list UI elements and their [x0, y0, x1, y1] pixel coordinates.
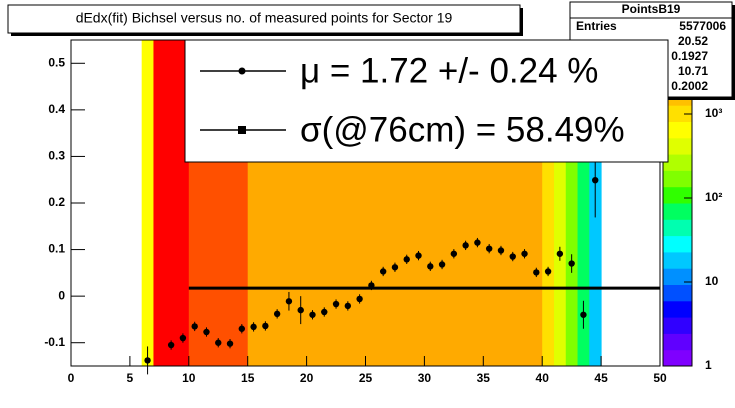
data-point [580, 311, 587, 318]
data-point [226, 340, 234, 347]
y-tick-label: 0.4 [48, 102, 65, 116]
data-point [368, 282, 375, 289]
data-point [544, 268, 552, 275]
legend: μ = 1.72 +/- 0.24 % σ(@76cm) = 58.49% [200, 51, 625, 149]
legend-label: σ(@76cm) = 58.49% [300, 110, 625, 149]
z-tick-label: 10 [705, 274, 719, 288]
data-point [191, 323, 198, 330]
heatmap-cell [153, 40, 166, 366]
data-point [556, 250, 564, 257]
data-point [474, 239, 481, 246]
data-point [415, 252, 422, 259]
x-tick-label: 10 [182, 371, 196, 385]
data-point [438, 261, 446, 268]
colorbar-cell [663, 154, 692, 171]
x-tick-label: 50 [653, 371, 667, 385]
data-point [356, 295, 363, 303]
data-point [273, 310, 281, 318]
data-point [215, 339, 222, 346]
data-point [497, 247, 505, 254]
data-point [533, 269, 540, 276]
colorbar-cell [663, 268, 692, 285]
colorbar-cell [663, 186, 692, 204]
colorbar-cell [663, 349, 692, 367]
colorbar-cell [663, 137, 692, 155]
x-tick-label: 40 [536, 371, 550, 385]
legend-box [184, 39, 669, 163]
data-point [485, 245, 493, 252]
chart-title: dEdx(fit) Bichsel versus no. of measured… [76, 10, 453, 26]
x-tick-label: 45 [594, 371, 608, 385]
colorbar-cell [663, 317, 692, 334]
colorbar-cell [663, 333, 692, 351]
y-tick-label: 0.3 [48, 149, 65, 163]
data-point [462, 242, 469, 249]
colorbar-cell [663, 121, 692, 139]
data-point [238, 325, 246, 332]
legend-marker [238, 67, 246, 75]
stats-value: 20.52 [678, 34, 708, 48]
stats-value: 0.2002 [671, 79, 708, 93]
heatmap-cell [165, 40, 178, 366]
data-point [450, 250, 458, 257]
x-tick-label: 35 [477, 371, 491, 385]
colorbar-cell [663, 300, 692, 318]
stats-title: PointsB19 [622, 2, 681, 16]
y-tick-label: 0.5 [48, 55, 65, 69]
legend-label: μ = 1.72 +/- 0.24 % [300, 51, 598, 90]
legend-marker [238, 126, 246, 134]
data-point [250, 323, 257, 331]
x-tick-label: 20 [300, 371, 314, 385]
colorbar-cell [663, 219, 692, 237]
data-point [403, 256, 410, 263]
y-tick-label: 0 [58, 288, 65, 302]
data-point [262, 322, 269, 330]
data-point [179, 334, 187, 342]
y-tick-label: 0.2 [48, 195, 65, 209]
data-point [391, 264, 399, 271]
stats-value: 0.1927 [671, 49, 708, 63]
heatmap-cell [141, 40, 154, 366]
stats-label: Entries [576, 19, 617, 33]
data-point [297, 306, 304, 314]
colorbar-cell [663, 284, 692, 302]
data-point [344, 302, 352, 310]
data-point [521, 250, 528, 257]
data-point [568, 260, 575, 267]
x-tick-label: 15 [241, 371, 255, 385]
data-point [427, 263, 434, 270]
title-box [7, 4, 521, 34]
data-point [379, 268, 387, 275]
data-point [285, 298, 293, 305]
y-tick-label: 0.1 [48, 242, 65, 256]
colorbar-cell [663, 105, 692, 122]
data-point [509, 253, 516, 260]
colorbar-cell [663, 170, 692, 188]
x-tick-label: 0 [68, 371, 75, 385]
x-tick-label: 5 [127, 371, 134, 385]
z-tick-label: 10² [705, 190, 722, 204]
data-point [332, 300, 340, 308]
data-point [321, 308, 328, 316]
z-tick-label: 10³ [705, 106, 722, 120]
data-point [144, 357, 151, 364]
z-tick-label: 1 [705, 358, 712, 372]
x-tick-label: 30 [418, 371, 432, 385]
data-point [167, 341, 175, 349]
stats-value: 5577006 [679, 19, 726, 33]
colorbar-cell [663, 235, 692, 253]
data-point [203, 328, 210, 336]
data-point [592, 176, 599, 184]
stats-value: 10.71 [678, 64, 708, 78]
colorbar-cell [663, 203, 692, 220]
x-tick-label: 25 [359, 371, 373, 385]
colorbar-cell [663, 251, 692, 269]
data-point [309, 311, 316, 318]
y-tick-label: -0.1 [44, 335, 65, 349]
